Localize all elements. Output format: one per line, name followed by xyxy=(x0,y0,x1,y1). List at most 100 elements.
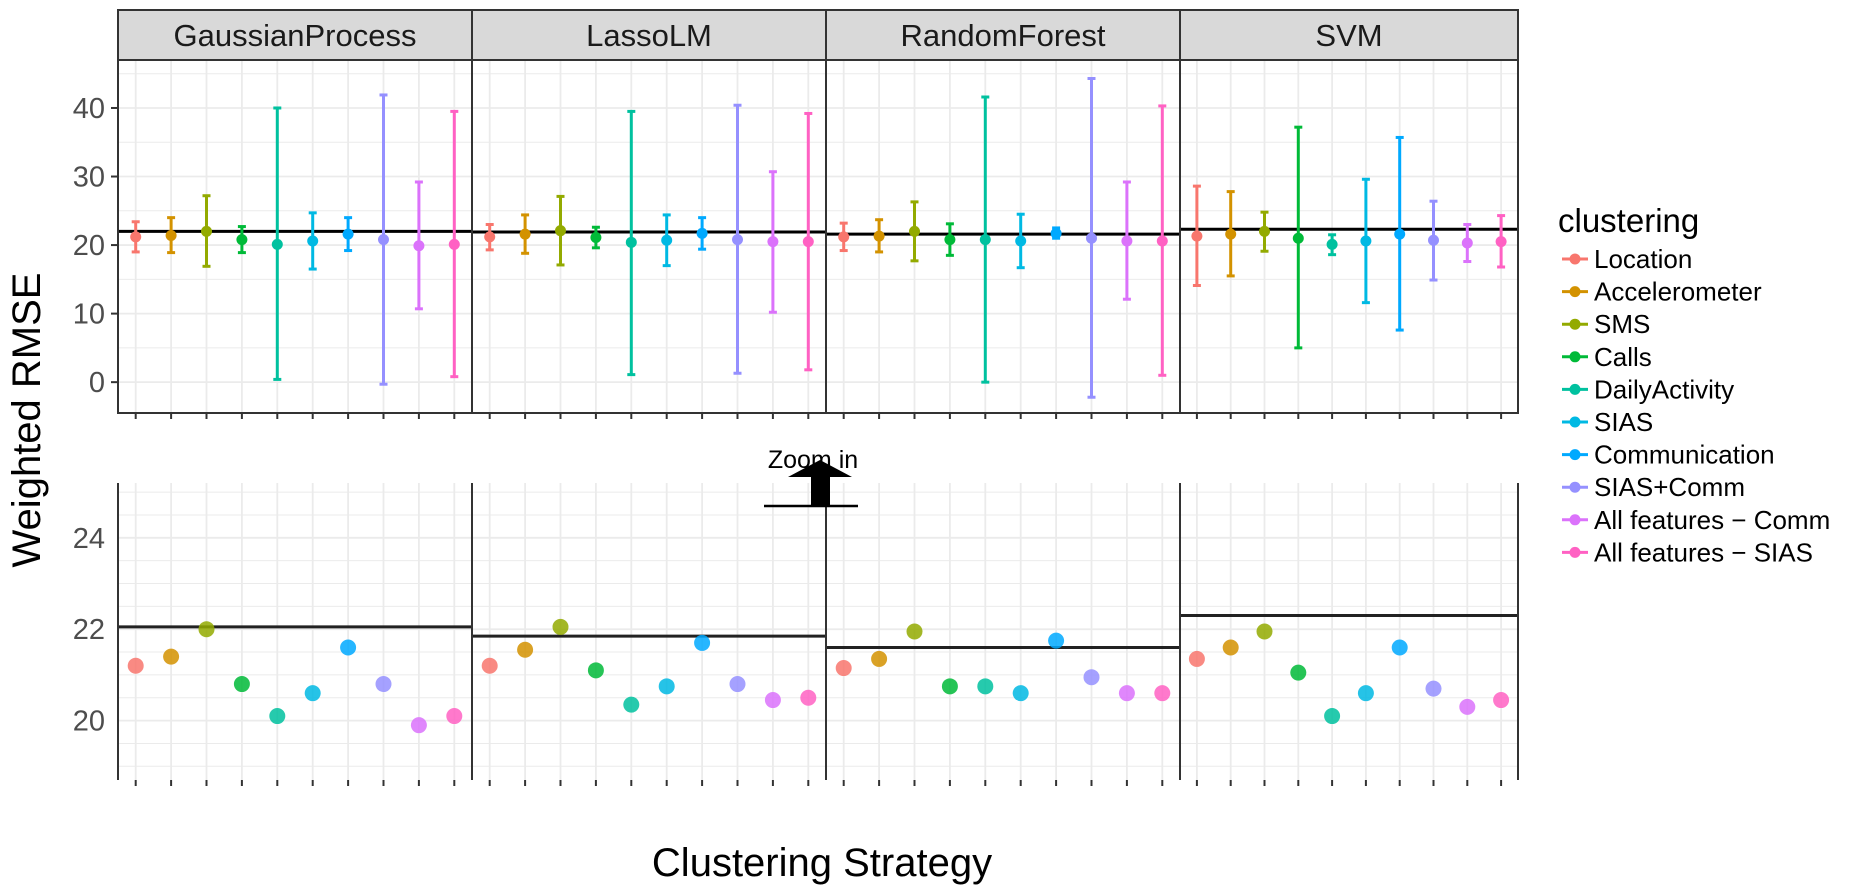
y-tick-label: 24 xyxy=(73,523,105,555)
data-point xyxy=(696,227,708,239)
errorbar-point xyxy=(696,216,708,251)
legend-label: Accelerometer xyxy=(1594,277,1762,307)
legend-item: Accelerometer xyxy=(1562,277,1762,307)
errorbar-point xyxy=(307,211,319,271)
data-point xyxy=(944,234,956,246)
data-point xyxy=(873,230,885,242)
zoom-data-point xyxy=(800,689,817,706)
zoom-data-point xyxy=(729,676,746,693)
legend-label: Location xyxy=(1594,244,1692,274)
errorbar-point xyxy=(1191,184,1203,288)
zoom-data-point xyxy=(1118,685,1135,702)
zoom-data-point xyxy=(623,696,640,713)
errorbar-point xyxy=(236,225,248,255)
zoom-data-point xyxy=(764,692,781,709)
zoom-data-point xyxy=(1493,692,1510,709)
facet-strip-label: GaussianProcess xyxy=(174,18,417,53)
top-panel-bg xyxy=(826,60,1180,413)
facet-strip xyxy=(117,9,473,61)
y-tick-label: 40 xyxy=(73,93,105,125)
errorbar-point xyxy=(909,200,920,263)
legend-item: Communication xyxy=(1562,440,1775,470)
errorbar-point xyxy=(661,213,673,268)
data-point xyxy=(802,236,814,248)
zoom-data-point xyxy=(1324,708,1341,725)
data-point xyxy=(909,225,920,237)
errorbar-point xyxy=(1121,180,1133,301)
legend-key-dot xyxy=(1569,318,1581,330)
y-tick-label: 22 xyxy=(73,614,105,646)
legend-item: DailyActivity xyxy=(1562,374,1734,404)
zoom-data-point xyxy=(1188,650,1205,667)
data-point xyxy=(838,231,850,243)
zoom-data-point xyxy=(871,650,888,667)
facet-strip-label: SVM xyxy=(1315,18,1382,53)
errorbar-point xyxy=(448,109,460,379)
legend-key-dot xyxy=(1569,546,1581,558)
errorbar-point xyxy=(1015,212,1027,270)
zoom-data-point xyxy=(1256,623,1273,640)
zoom-data-point xyxy=(198,621,215,638)
data-point xyxy=(342,228,354,240)
legend: clustering LocationAccelerometerSMSCalls… xyxy=(1558,202,1830,567)
errorbar-point xyxy=(555,194,566,267)
zoom-data-point xyxy=(446,708,463,725)
data-point xyxy=(1191,230,1203,242)
legend-items: LocationAccelerometerSMSCallsDailyActivi… xyxy=(1562,244,1830,567)
errorbar-point xyxy=(873,218,885,254)
data-point xyxy=(378,234,389,246)
top-panel-bg xyxy=(118,60,472,413)
legend-title: clustering xyxy=(1558,202,1699,239)
errorbar-point xyxy=(413,180,425,311)
legend-key-dot xyxy=(1569,514,1581,526)
data-point xyxy=(271,238,283,250)
y-axis-bottom: 20 22 24 xyxy=(73,523,105,738)
zoom-data-point xyxy=(552,618,569,635)
zoom-indicator: Zoom in xyxy=(764,446,858,508)
legend-key-dot xyxy=(1569,383,1581,395)
errorbar-point xyxy=(342,216,354,253)
zoom-data-point xyxy=(1048,632,1065,649)
zoom-data-point xyxy=(1425,680,1442,697)
data-point xyxy=(1292,232,1304,244)
facet-strip xyxy=(471,9,827,61)
errorbar-point xyxy=(944,222,956,257)
top-panel-bg xyxy=(1180,60,1518,413)
zoom-data-point xyxy=(1391,639,1408,656)
data-point xyxy=(236,234,248,246)
facet-strip-label: RandomForest xyxy=(900,18,1105,53)
zoom-data-point xyxy=(517,641,534,658)
y-tick-label: 10 xyxy=(73,299,105,331)
legend-item: Calls xyxy=(1562,342,1652,372)
data-point xyxy=(1394,228,1406,240)
zoom-data-point xyxy=(906,623,923,640)
top-panel-border xyxy=(1179,59,1519,414)
errorbar-point xyxy=(271,106,283,381)
errorbar-point xyxy=(165,216,177,255)
legend-key-dot xyxy=(1569,351,1581,363)
data-point xyxy=(307,235,319,247)
zoom-data-point xyxy=(233,676,250,693)
panels-layer: GaussianProcess LassoLM RandomForest SVM xyxy=(117,9,1519,786)
y-tick-label: 20 xyxy=(73,230,105,262)
x-axis-title: Clustering Strategy xyxy=(652,841,992,885)
data-point xyxy=(519,228,531,240)
legend-key-dot xyxy=(1569,481,1581,493)
y-tick-label: 20 xyxy=(73,706,105,738)
legend-item: All features − SIAS xyxy=(1562,537,1813,567)
zoom-data-point xyxy=(977,678,994,695)
errorbar-point xyxy=(802,111,814,372)
legend-label: SMS xyxy=(1594,309,1650,339)
errorbar-point xyxy=(519,213,531,255)
zoom-data-point xyxy=(481,657,498,674)
errorbar-point xyxy=(130,220,142,254)
data-point xyxy=(1086,232,1097,244)
errorbar-point xyxy=(1326,233,1338,257)
y-tick-label: 0 xyxy=(89,367,105,399)
errorbar-point xyxy=(1495,214,1507,269)
legend-label: Communication xyxy=(1594,440,1775,470)
errorbar-point xyxy=(1156,104,1168,377)
errorbar-point xyxy=(1259,210,1270,253)
data-point xyxy=(1015,235,1027,247)
